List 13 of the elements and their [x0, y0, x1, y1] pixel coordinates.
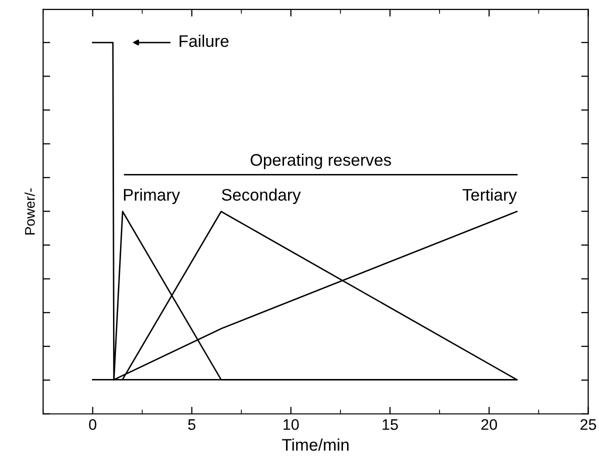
y-axis-title: Power/- [24, 188, 35, 234]
series-label: Secondary [222, 188, 301, 204]
series-label: Primary [124, 188, 180, 204]
x-tick-label: 10 [284, 419, 299, 430]
x-tick-label: 20 [481, 419, 498, 430]
x-tick-label: 15 [382, 419, 398, 430]
x-tick-label: 25 [580, 419, 596, 430]
x-axis-title: Time/min [282, 438, 349, 451]
series-label: Tertiary [462, 188, 517, 204]
annotation: Failure [180, 34, 229, 47]
x-tick-label: 5 [188, 419, 196, 430]
x-tick-label: 0 [89, 419, 96, 430]
ref-line-label: Operating reserves [250, 154, 391, 170]
